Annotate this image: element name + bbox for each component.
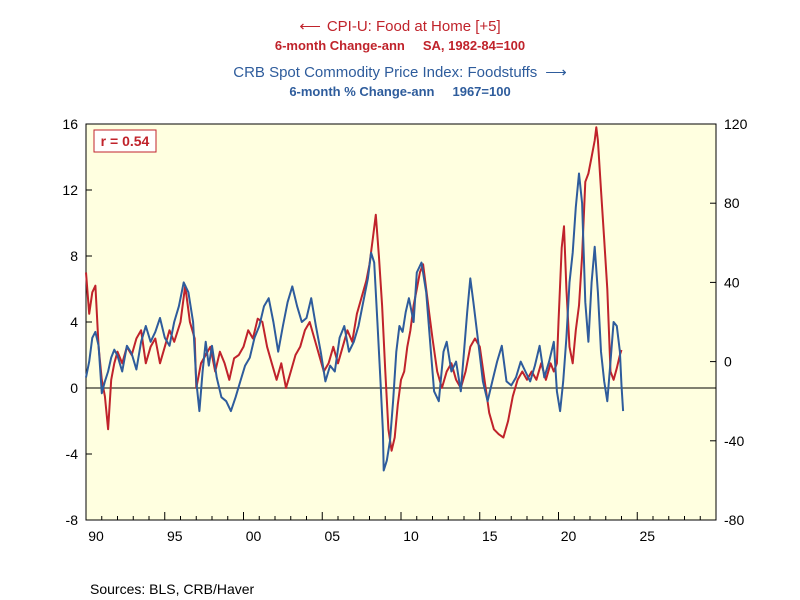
crb-title-text: CRB Spot Commodity Price Index: Foodstuf… [233,64,538,81]
left-arrow-icon: ⟵ [299,18,321,35]
x-axis-tick-label: 00 [246,528,262,544]
cpi-title-text: CPI-U: Food at Home [+5] [326,18,501,35]
x-axis-tick-label: 15 [482,528,498,544]
x-axis-tick-label: 20 [561,528,577,544]
x-axis-tick-label: 10 [403,528,419,544]
left-axis-tick-label: -8 [66,512,79,528]
crb-series-subtitle: 6-month % Change-ann 1967=100 [0,84,800,99]
crb-sub-b: 1967=100 [452,84,511,99]
left-axis-tick-label: 0 [70,380,78,396]
right-axis-tick-label: -40 [724,433,744,449]
x-axis-tick-label: 05 [324,528,340,544]
x-axis-tick-label: 90 [88,528,104,544]
cpi-series-subtitle: 6-month Change-ann SA, 1982-84=100 [0,38,800,53]
x-axis-tick-label: 95 [167,528,183,544]
right-axis-tick-label: -80 [724,512,744,528]
right-axis-tick-label: 120 [724,116,748,132]
crb-foodstuffs-line [85,172,625,472]
cpi-sub-b: SA, 1982-84=100 [422,38,526,53]
left-axis-tick-label: 8 [70,248,78,264]
right-axis-tick-label: 0 [724,354,732,370]
correlation-box [93,129,157,153]
cpi-series-title: ⟵ CPI-U: Food at Home [+5] [0,17,800,35]
plot-area [85,123,717,521]
correlation-label: r = 0.54 [101,133,150,149]
x-axis-tick-label: 25 [639,528,655,544]
cpi-sub-a: 6-month Change-ann [274,38,405,53]
left-axis-tick-label: -4 [66,446,79,462]
left-axis-tick-label: 16 [62,116,78,132]
crb-sub-a: 6-month % Change-ann [289,84,435,99]
sources-note: Sources: BLS, CRB/Haver [90,581,255,597]
right-axis-tick-label: 40 [724,274,740,290]
left-axis-tick-label: 4 [70,314,78,330]
crb-series-title: CRB Spot Commodity Price Index: Foodstuf… [0,63,800,81]
right-arrow-icon: ⟶ [545,64,567,81]
cpi-food-at-home-line [85,126,623,452]
right-axis-tick-label: 80 [724,195,740,211]
left-axis-tick-label: 12 [62,182,78,198]
